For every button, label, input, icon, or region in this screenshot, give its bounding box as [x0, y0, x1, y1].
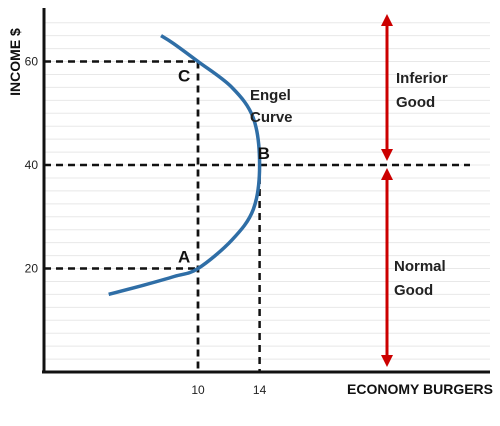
range-arrows — [381, 14, 393, 367]
gridlines — [44, 22, 490, 360]
y-axis-title: INCOME $ — [7, 28, 23, 96]
x-axis-title: ECONOMY BURGERS — [347, 381, 493, 397]
x-tick-label-10: 10 — [191, 383, 205, 397]
normal-good-label-line: Normal — [394, 258, 446, 275]
point-label-c: C — [178, 67, 190, 86]
inferior-good-label-line: Good — [396, 94, 435, 111]
normal-good-arrow-head-top — [381, 168, 393, 180]
engel-curve-label-line: Engel — [250, 87, 291, 104]
inferior-good-label-line: Inferior — [396, 70, 448, 87]
normal-good-arrow-head-bottom — [381, 355, 393, 367]
x-tick-label-14: 14 — [253, 383, 267, 397]
inferior-good-arrow-head-top — [381, 14, 393, 26]
y-tick-label-60: 60 — [25, 55, 39, 69]
chart-labels: A B C Engel Curve Inferior Good Normal Good — [178, 67, 448, 300]
normal-good-label-line: Good — [394, 282, 433, 299]
tick-labels: 20 40 60 10 14 — [25, 55, 267, 398]
y-tick-label-40: 40 — [25, 158, 39, 172]
inferior-good-arrow — [381, 14, 393, 161]
inferior-good-arrow-head-bottom — [381, 149, 393, 161]
guide-lines — [44, 60, 470, 372]
y-tick-label-20: 20 — [25, 262, 39, 276]
engel-curve-line — [108, 34, 262, 297]
engel-curve-label-line: Curve — [250, 109, 293, 126]
point-label-b: B — [258, 144, 270, 163]
normal-good-arrow — [381, 168, 393, 367]
point-label-a: A — [178, 248, 190, 267]
